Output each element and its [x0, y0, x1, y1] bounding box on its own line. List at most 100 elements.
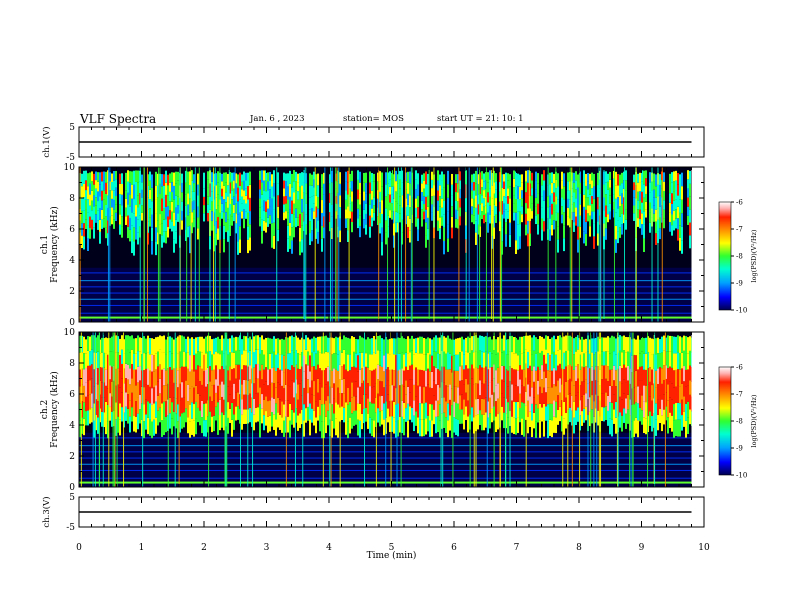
sferic-streak: [302, 332, 304, 487]
spectrogram-cell: [307, 393, 309, 407]
spectrogram-cell: [313, 395, 315, 411]
spectrogram-cell: [425, 235, 427, 248]
spectrogram-cell: [287, 212, 289, 226]
spectrogram-cell: [249, 197, 251, 212]
spectrogram-cell: [513, 353, 515, 370]
spectrogram-cell: [243, 199, 245, 210]
spectrogram-cell: [399, 385, 401, 402]
spectrogram-cell: [297, 182, 299, 192]
spectrogram-cell: [291, 335, 293, 351]
spectrogram-cell: [151, 241, 153, 255]
spectrogram-cell: [645, 178, 647, 187]
sferic-streak: [116, 332, 118, 487]
spectrogram-cell: [347, 194, 349, 207]
spectrogram-cell: [531, 180, 533, 189]
spectrogram-cell: [207, 400, 209, 417]
spectrogram-cell: [141, 212, 143, 221]
spectrogram-cell: [273, 383, 275, 399]
spectrogram-cell: [501, 352, 503, 366]
spectrogram-cell: [605, 337, 607, 352]
spectrogram-cell: [471, 206, 473, 215]
spectrogram-cell: [541, 407, 543, 422]
spectrogram-cell: [487, 172, 489, 183]
spectrogram-cell: [439, 337, 441, 355]
spectrogram-cell: [563, 352, 565, 370]
spectrogram-cell: [685, 336, 687, 354]
spectrogram-cell: [427, 184, 429, 196]
spectrogram-cell: [139, 409, 141, 424]
spectrogram-cell: [685, 403, 687, 421]
spectrogram-cell: [121, 184, 123, 195]
spectrogram-cell: [633, 404, 635, 421]
spectrogram-cell: [175, 219, 177, 232]
spectrogram-cell: [407, 336, 409, 354]
spectrogram-cell: [533, 350, 535, 367]
spectrogram-cell: [553, 183, 555, 193]
spectrogram-cell: [211, 370, 213, 386]
spectrogram-cell: [509, 234, 511, 247]
spectrogram-cell: [471, 198, 473, 207]
spectrogram-cell: [595, 366, 597, 381]
spectrogram-cell: [505, 222, 507, 235]
spectrogram-cell: [221, 173, 223, 182]
spectrogram-cell: [543, 190, 545, 201]
spectrogram-cell: [503, 174, 505, 182]
spectrogram-cell: [423, 337, 425, 355]
spectrogram-cell: [349, 203, 351, 212]
spectrogram-cell: [181, 397, 183, 414]
spectrogram-cell: [593, 186, 595, 199]
spectrogram-cell: [531, 354, 533, 371]
spectrogram-cell: [369, 182, 371, 194]
spectrogram-cell: [95, 368, 97, 384]
spectrogram-cell: [377, 172, 379, 182]
spectrogram-cell: [639, 353, 641, 367]
spectrogram-cell: [105, 204, 107, 217]
spectrogram-cell: [689, 336, 691, 351]
spectrogram-cell: [85, 396, 87, 412]
spectrogram-cell: [415, 189, 417, 199]
spectrogram-cell: [221, 211, 223, 219]
spectrogram-cell: [243, 379, 245, 395]
spectrogram-cell: [601, 337, 603, 352]
spectrogram-cell: [587, 197, 589, 206]
spectrogram-cell: [599, 206, 601, 216]
spectrogram-cell: [243, 209, 245, 219]
colorbar-tick-label: -6: [736, 364, 743, 372]
spectrogram-cell: [251, 339, 253, 354]
spectrogram-cell: [467, 336, 469, 353]
spectrogram-cell: [247, 239, 249, 254]
spectrogram-cell: [407, 369, 409, 387]
spectrogram-cell: [377, 216, 379, 226]
spectrogram-cell: [601, 365, 603, 380]
sferic-streak: [475, 332, 477, 487]
sferic-streak: [225, 332, 227, 487]
spectrogram-cell: [357, 419, 359, 436]
spectrogram-cell: [121, 349, 123, 364]
spectrogram-cell: [517, 211, 519, 225]
spectrogram-cell: [265, 201, 267, 212]
spectrogram-cell: [583, 170, 585, 183]
spectrogram-cell: [159, 393, 161, 408]
spectrogram-cell: [493, 182, 495, 194]
spectrogram-cell: [435, 351, 437, 368]
spectrogram-cell: [147, 401, 149, 418]
spectrogram-cell: [371, 190, 373, 200]
spectrogram-cell: [527, 195, 529, 209]
spectrogram-cell: [619, 227, 621, 238]
spectrogram-cell: [111, 207, 113, 216]
spectrogram-cell: [667, 384, 669, 401]
spectrogram-cell: [271, 368, 273, 383]
spectrogram-cell: [609, 385, 611, 403]
spectrogram-cell: [441, 335, 443, 351]
spectrogram-cell: [105, 227, 107, 239]
spectrogram-cell: [277, 218, 279, 230]
spectrogram-cell: [583, 353, 585, 368]
spectrogram-cell: [535, 370, 537, 388]
colorbar-tick-label: -7: [736, 226, 743, 234]
spectrogram-cell: [683, 381, 685, 397]
spectrogram-cell: [415, 367, 417, 383]
spectrogram-cell: [359, 403, 361, 421]
spectrogram-cell: [115, 402, 117, 420]
spectrogram-cell: [137, 195, 139, 208]
spectrogram-cell: [141, 354, 143, 371]
